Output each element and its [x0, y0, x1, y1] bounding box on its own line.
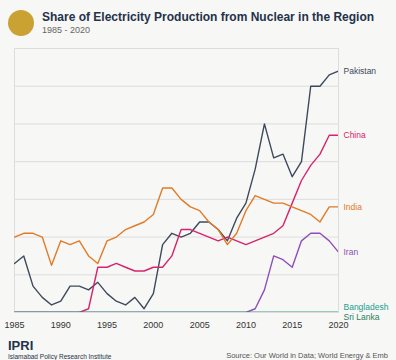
svg-text:China: China	[344, 130, 366, 140]
svg-text:1985: 1985	[4, 320, 24, 330]
html-text:IPRI: IPRI	[8, 338, 34, 353]
svg-text:2005: 2005	[190, 320, 210, 330]
html-text:Source: Our World in Data; Wor: Source: Our World in Data; World Energy …	[226, 351, 388, 360]
svg-text:1995: 1995	[97, 320, 117, 330]
html-text:Share of Electricity Productio: Share of Electricity Production from Nuc…	[42, 10, 375, 24]
svg-text:Bangladesh: Bangladesh	[344, 302, 389, 312]
svg-text:India: India	[344, 202, 363, 212]
html-text:Islamabad Policy Research Inst: Islamabad Policy Research Institute	[8, 353, 112, 360]
svg-text:Sri Lanka: Sri Lanka	[344, 312, 380, 322]
svg-text:2000: 2000	[143, 320, 163, 330]
svg-text:2015: 2015	[282, 320, 302, 330]
svg-text:2020: 2020	[328, 319, 349, 330]
svg-text:2010: 2010	[236, 320, 256, 330]
svg-text:Iran: Iran	[344, 247, 359, 257]
svg-text:Pakistan: Pakistan	[344, 66, 377, 76]
svg-text:1990: 1990	[51, 320, 71, 330]
html-text:1985 - 2020: 1985 - 2020	[42, 25, 90, 35]
